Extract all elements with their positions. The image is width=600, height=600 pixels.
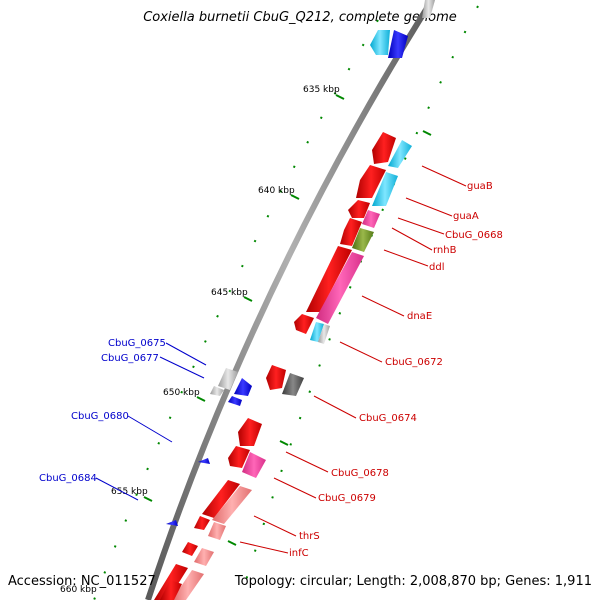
label-ddl[interactable]: ddl bbox=[429, 262, 444, 273]
gene-red-dnaE-strand[interactable] bbox=[306, 246, 352, 312]
gene-salmon-lower[interactable] bbox=[194, 548, 214, 566]
label-guaA[interactable]: guaA bbox=[453, 211, 479, 222]
gene-blue-0680[interactable] bbox=[198, 458, 210, 464]
scale-label-650: 650 kbp bbox=[163, 388, 200, 398]
gene-red-5[interactable] bbox=[294, 314, 314, 334]
genome-backbone bbox=[145, 0, 435, 600]
label-dnaE[interactable]: dnaE bbox=[407, 311, 432, 322]
label-cbug-0684[interactable]: CbuG_0684 bbox=[39, 473, 97, 484]
label-cbug-0668[interactable]: CbuG_0668 bbox=[445, 230, 503, 241]
gene-cyan-0672[interactable] bbox=[310, 322, 324, 342]
genome-summary-text: Topology: circular; Length: 2,008,870 bp… bbox=[234, 574, 592, 589]
label-cbug-0675[interactable]: CbuG_0675 bbox=[108, 338, 166, 349]
gene-light-top[interactable] bbox=[422, 0, 435, 18]
gene-red-thrS-b[interactable] bbox=[194, 516, 210, 530]
gene-pink-dnaE[interactable] bbox=[316, 252, 364, 324]
accession-text: Accession: NC_011527 bbox=[8, 574, 156, 589]
label-cbug-0679[interactable]: CbuG_0679 bbox=[318, 493, 376, 504]
gene-salmon-thrS[interactable] bbox=[212, 486, 252, 524]
label-guaB[interactable]: guaB bbox=[467, 181, 493, 192]
scale-ticks bbox=[143, 94, 432, 546]
gene-grey-0672[interactable] bbox=[318, 324, 330, 344]
label-infC[interactable]: infC bbox=[289, 548, 309, 559]
gene-red-infC[interactable] bbox=[182, 542, 198, 556]
gene-grey-0675[interactable] bbox=[218, 368, 238, 390]
label-cbug-0678[interactable]: CbuG_0678 bbox=[331, 468, 389, 479]
gene-red-0678b[interactable] bbox=[228, 446, 250, 468]
gene-red-lower-b[interactable] bbox=[160, 580, 182, 600]
gene-red-0678a[interactable] bbox=[238, 418, 262, 446]
outer-guide-arc bbox=[239, 5, 479, 600]
label-cbug-0674[interactable]: CbuG_0674 bbox=[359, 413, 417, 424]
gene-blue-0684[interactable] bbox=[166, 520, 178, 526]
gene-pink-0679[interactable] bbox=[242, 452, 266, 478]
label-thrS[interactable]: thrS bbox=[299, 531, 320, 542]
gene-salmon-infC[interactable] bbox=[208, 522, 226, 540]
gene-salmon-lower-b[interactable] bbox=[172, 570, 204, 600]
label-rnhB[interactable]: rnhB bbox=[433, 245, 457, 256]
gene-cyan-top[interactable] bbox=[370, 30, 390, 55]
scale-label-635: 635 kbp bbox=[303, 85, 340, 95]
gene-red-0674[interactable] bbox=[266, 365, 286, 390]
leader-lines-right bbox=[239, 165, 467, 554]
label-cbug-0680[interactable]: CbuG_0680 bbox=[71, 411, 129, 422]
gene-cyan-guaA[interactable] bbox=[372, 172, 398, 206]
label-cbug-0677[interactable]: CbuG_0677 bbox=[101, 353, 159, 364]
gene-grey-small[interactable] bbox=[210, 386, 224, 396]
scale-label-faded: 660 kbp bbox=[60, 585, 97, 595]
gene-pink-0668[interactable] bbox=[362, 210, 380, 228]
gene-red-4[interactable] bbox=[340, 218, 362, 246]
gene-dark-0674[interactable] bbox=[282, 373, 304, 396]
gene-blue-0677[interactable] bbox=[234, 378, 252, 396]
gene-red-2[interactable] bbox=[356, 165, 386, 198]
gene-red-3[interactable] bbox=[348, 200, 370, 218]
gene-olive-ddl[interactable] bbox=[352, 228, 374, 252]
gene-red-thrS-a[interactable] bbox=[202, 480, 240, 518]
leader-lines-left bbox=[95, 342, 207, 501]
label-cbug-0672[interactable]: CbuG_0672 bbox=[385, 357, 443, 368]
scale-label-640: 640 kbp bbox=[258, 186, 295, 196]
scale-label-645: 645 kbp bbox=[211, 288, 248, 298]
gene-cyan-guaB[interactable] bbox=[388, 140, 412, 168]
gene-blue-top[interactable] bbox=[388, 30, 408, 58]
gene-red-1[interactable] bbox=[372, 132, 396, 164]
gene-blue-small[interactable] bbox=[228, 396, 242, 406]
scale-label-655: 655 kbp bbox=[111, 487, 148, 497]
